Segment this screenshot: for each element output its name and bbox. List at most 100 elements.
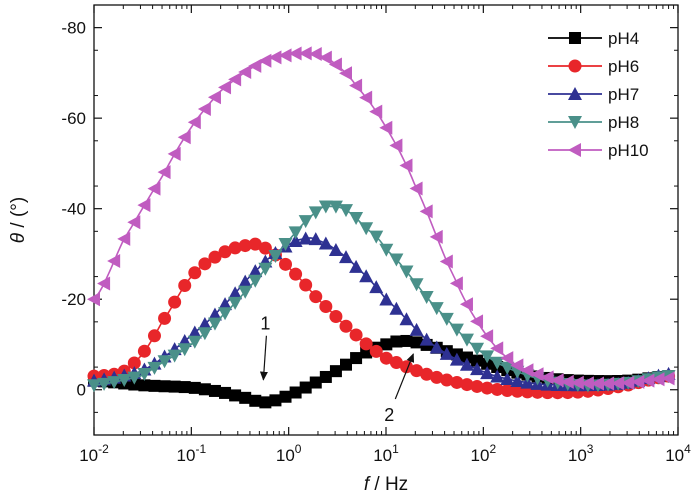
legend-entry-pH7: pH7 <box>548 85 639 104</box>
data-point <box>359 269 374 283</box>
data-point <box>449 276 463 291</box>
x-tick-label-exponent: 2 <box>489 442 496 456</box>
data-point <box>349 78 363 93</box>
data-point <box>530 367 544 382</box>
data-point <box>591 376 605 391</box>
data-point <box>460 351 473 364</box>
data-point <box>87 379 101 393</box>
data-point <box>389 253 404 267</box>
data-point <box>409 322 424 336</box>
data-point <box>459 297 473 312</box>
data-point <box>390 335 403 348</box>
data-point <box>560 374 574 389</box>
data-point <box>318 200 333 214</box>
series-line-pH10 <box>93 52 669 385</box>
legend-entry-pH10: pH10 <box>548 141 649 160</box>
data-point <box>308 47 322 62</box>
data-point <box>288 226 303 240</box>
data-point <box>400 334 413 347</box>
data-point <box>97 276 111 291</box>
x-tick-label-base: 10 <box>568 446 587 465</box>
data-point <box>480 381 494 395</box>
data-point <box>228 286 243 300</box>
legend: pH4 pH6 pH7 pH8 pH10 <box>548 29 649 160</box>
data-point <box>107 376 122 390</box>
data-point <box>510 373 525 387</box>
data-point <box>379 351 393 365</box>
data-point <box>228 296 243 310</box>
data-point <box>520 363 534 378</box>
data-point <box>349 211 364 225</box>
y-tick-label: -40 <box>61 200 86 219</box>
data-point <box>439 346 454 360</box>
x-tick-label-base: 10 <box>276 446 295 465</box>
data-point <box>298 215 313 229</box>
x-tick-label: 101 <box>373 442 399 465</box>
data-point <box>147 361 162 375</box>
data-point <box>137 344 151 358</box>
x-axis-title-var: f <box>364 474 371 495</box>
data-point <box>450 375 464 389</box>
data-point <box>500 361 515 375</box>
data-point <box>470 362 485 376</box>
data-point <box>419 204 433 219</box>
data-point <box>359 222 374 236</box>
data-point <box>117 231 131 246</box>
data-point <box>299 381 312 394</box>
data-point <box>419 290 434 304</box>
data-point <box>459 333 474 347</box>
data-point <box>238 274 253 288</box>
data-point <box>158 311 172 325</box>
data-point <box>187 325 202 339</box>
data-point <box>550 373 564 388</box>
data-point <box>449 323 464 337</box>
data-point <box>470 379 484 393</box>
data-point <box>359 337 373 351</box>
data-point <box>279 390 292 403</box>
data-point <box>157 355 172 369</box>
data-point <box>601 376 615 391</box>
x-tick-label-base: 10 <box>373 446 392 465</box>
data-point <box>218 245 232 259</box>
annotation-layer: 12 <box>259 314 415 425</box>
data-point <box>328 242 343 256</box>
series-line-pH6 <box>93 243 669 394</box>
data-point <box>641 373 655 388</box>
x-tick-label-exponent: 3 <box>587 442 594 456</box>
data-point <box>258 262 273 276</box>
data-point <box>188 381 201 394</box>
annotation-arrow-1 <box>259 335 268 381</box>
data-point <box>389 301 404 315</box>
data-point <box>127 371 142 385</box>
data-point <box>127 215 141 230</box>
data-point <box>157 165 171 180</box>
data-point <box>208 384 221 397</box>
data-point <box>167 146 181 161</box>
data-point <box>380 338 393 351</box>
x-axis-title: f / Hz <box>364 474 408 495</box>
y-axis-title: θ / (°) <box>8 197 29 243</box>
data-point <box>197 327 212 341</box>
x-tick-label: 103 <box>568 442 594 465</box>
data-point <box>369 104 383 119</box>
y-tick-label: -20 <box>61 290 86 309</box>
series-line-pH7 <box>93 237 669 386</box>
x-tick-label-base: 10 <box>471 446 490 465</box>
data-point <box>328 57 342 72</box>
data-point <box>349 259 364 273</box>
x-tick-label-exponent: 1 <box>392 442 399 456</box>
data-point <box>269 394 282 407</box>
data-point <box>238 239 252 253</box>
data-point <box>379 243 394 257</box>
x-tick-label-exponent: -2 <box>98 442 109 456</box>
data-point <box>430 370 444 384</box>
data-point <box>219 386 232 399</box>
data-point <box>399 265 414 279</box>
data-point <box>500 372 515 386</box>
x-tick-label: 100 <box>276 442 302 465</box>
data-point <box>117 374 132 388</box>
x-tick-label-base: 10 <box>177 446 196 465</box>
data-point <box>258 241 272 255</box>
data-point <box>87 292 100 307</box>
